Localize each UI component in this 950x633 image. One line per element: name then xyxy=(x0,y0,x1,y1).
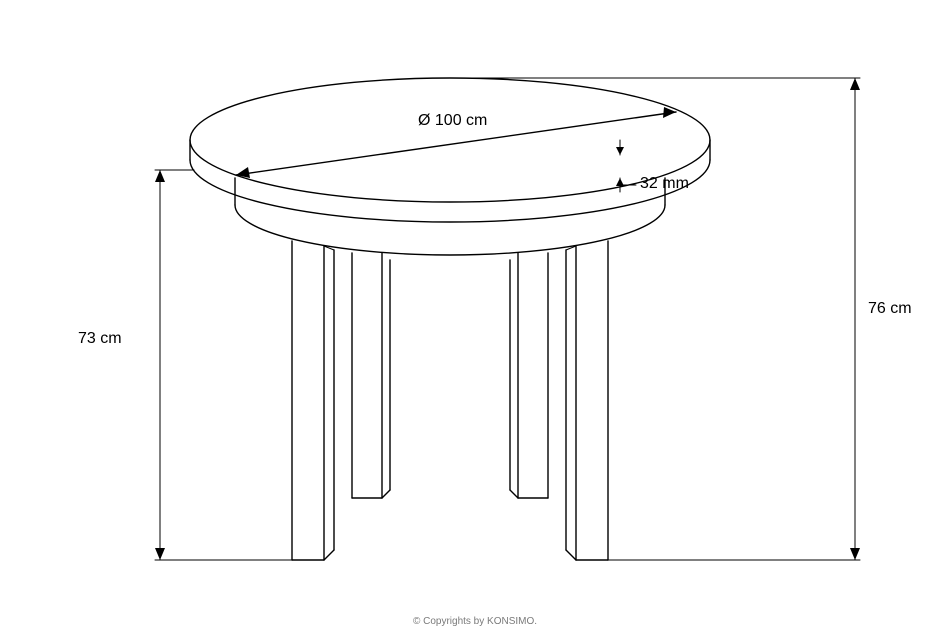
leg-front-left xyxy=(292,241,334,560)
table-edge-arc xyxy=(190,160,710,222)
dim-height-right xyxy=(470,78,860,560)
dim-height-left xyxy=(155,170,292,560)
drawing-canvas: Ø 100 cm 32 mm 73 cm 76 cm © Copyrights … xyxy=(0,0,950,633)
label-thickness: 32 mm xyxy=(640,175,689,193)
table-top-ellipse xyxy=(190,78,710,202)
table-line-drawing xyxy=(0,0,950,633)
leg-back-right xyxy=(510,253,548,498)
apron-arc xyxy=(235,205,665,255)
label-height-left: 73 cm xyxy=(78,330,122,348)
label-diameter: Ø 100 cm xyxy=(418,112,487,130)
leg-back-left xyxy=(352,253,390,498)
leg-front-right xyxy=(566,241,608,560)
label-height-right: 76 cm xyxy=(868,300,912,318)
copyright-text: © Copyrights by KONSIMO. xyxy=(413,616,537,627)
